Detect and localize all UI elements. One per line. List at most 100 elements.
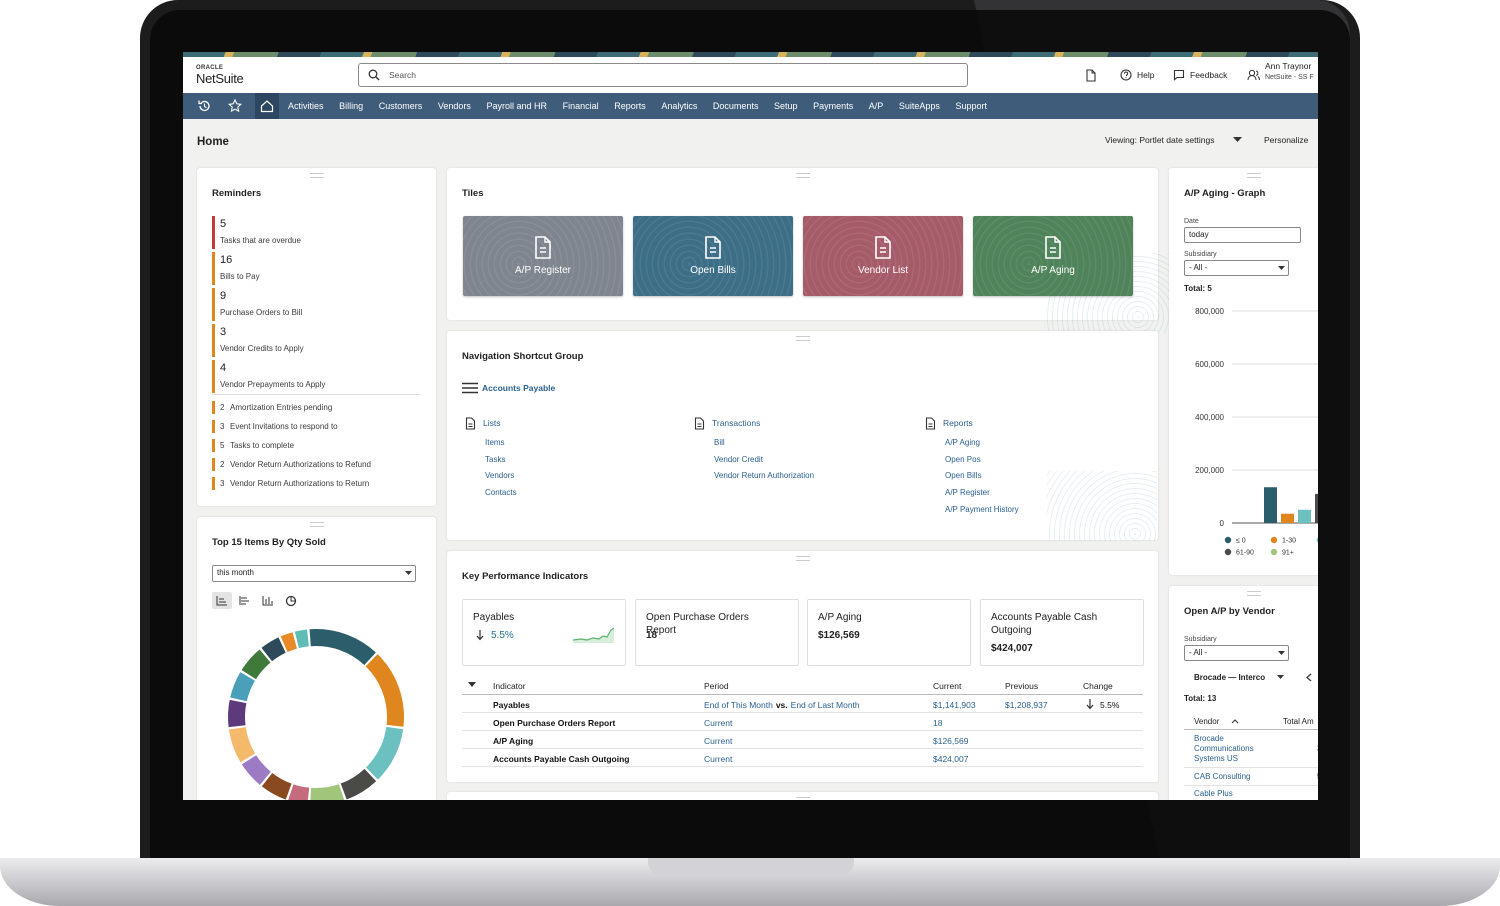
legend-swatch bbox=[1224, 548, 1232, 556]
shortcut-link[interactable]: Vendor Credit bbox=[714, 454, 763, 464]
period-join: vs. bbox=[775, 700, 788, 710]
reminder-label[interactable]: Tasks that are overdue bbox=[220, 236, 301, 245]
chart-type-button[interactable] bbox=[235, 592, 255, 609]
chart-type-button[interactable] bbox=[258, 592, 278, 609]
shortcut-heading[interactable]: Reports bbox=[943, 418, 973, 428]
period-select[interactable]: this month bbox=[212, 565, 416, 582]
reminder-label[interactable]: Amortization Entries pending bbox=[230, 403, 333, 412]
reminder-label[interactable]: Vendor Credits to Apply bbox=[220, 344, 304, 353]
feedback-link[interactable]: Feedback bbox=[1190, 70, 1228, 80]
shortcut-link[interactable]: Open Pos bbox=[945, 454, 981, 464]
period-link[interactable]: Current bbox=[704, 736, 733, 746]
nav-item[interactable]: Financial bbox=[562, 101, 599, 111]
kpi-card[interactable]: Accounts Payable Cash Outgoing $424,007 bbox=[980, 599, 1144, 666]
reminder-count[interactable]: 9 bbox=[220, 290, 227, 302]
reminder-label[interactable]: Purchase Orders to Bill bbox=[220, 308, 303, 317]
chart-type-button[interactable] bbox=[212, 592, 232, 609]
nav-item[interactable]: Setup bbox=[774, 101, 798, 111]
reminder-count[interactable]: 3 bbox=[220, 479, 225, 488]
user-name[interactable]: Ann Traynor bbox=[1265, 61, 1312, 71]
vendor-link[interactable]: CAB Consulting bbox=[1194, 772, 1251, 781]
nav-item[interactable]: Billing bbox=[339, 101, 364, 111]
kpi-card[interactable]: A/P Aging $126,569 bbox=[807, 599, 971, 666]
col-header[interactable]: Vendor bbox=[1194, 717, 1220, 726]
shortcut-link[interactable]: Bill bbox=[714, 438, 725, 447]
vendor-link[interactable]: Brocade Communications Systems US bbox=[1194, 734, 1254, 763]
help-link[interactable]: Help bbox=[1137, 70, 1155, 80]
nav-item[interactable]: SuiteApps bbox=[898, 101, 940, 111]
reminder-count[interactable]: 16 bbox=[220, 254, 233, 266]
kpi-name: Accounts Payable Cash Outgoing bbox=[991, 612, 1098, 636]
nav-item[interactable]: Documents bbox=[712, 101, 759, 111]
kpi-indicator[interactable]: Open Purchase Orders Report bbox=[493, 718, 616, 728]
shortcut-link[interactable]: Vendor Return Authorization bbox=[714, 471, 815, 481]
kpi-previous[interactable]: $1,208,937 bbox=[1005, 700, 1048, 710]
tile[interactable]: A/P Register bbox=[463, 216, 623, 296]
donut-chart bbox=[228, 629, 404, 800]
kpi-card[interactable]: Open Purchase Orders Report 18 bbox=[635, 599, 799, 666]
shortcut-link[interactable]: Vendors bbox=[485, 471, 515, 481]
kpi-indicator[interactable]: A/P Aging bbox=[493, 736, 534, 746]
search-box[interactable]: Search bbox=[358, 63, 968, 87]
kpi-indicator[interactable]: Payables bbox=[493, 700, 530, 710]
total-count: Total: 5 bbox=[1184, 284, 1212, 293]
period-link[interactable]: Current bbox=[704, 718, 733, 728]
vendor-filter[interactable]: Brocade — Interco bbox=[1194, 673, 1266, 682]
period-link[interactable]: Current bbox=[704, 754, 733, 764]
nav-item[interactable]: Customers bbox=[378, 101, 423, 111]
period-link[interactable]: End of Last Month bbox=[790, 700, 860, 710]
field-input[interactable]: - All - bbox=[1184, 260, 1289, 276]
viewing-select[interactable]: Viewing: Portlet date settings bbox=[1105, 135, 1215, 145]
shortcut-heading[interactable]: Transactions bbox=[712, 418, 761, 428]
icon-part bbox=[1277, 675, 1284, 679]
kpi-current[interactable]: $1,141,903 bbox=[933, 700, 976, 710]
reminder-count[interactable]: 3 bbox=[220, 326, 227, 338]
chart-type-button[interactable] bbox=[281, 592, 301, 609]
shortcut-link[interactable]: Items bbox=[485, 438, 505, 447]
nav-item[interactable]: Payroll and HR bbox=[486, 101, 547, 111]
tile[interactable]: Vendor List bbox=[803, 216, 963, 296]
reminder-count[interactable]: 2 bbox=[220, 403, 225, 412]
reminder-count[interactable]: 4 bbox=[220, 362, 227, 374]
kpi-indicator[interactable]: Accounts Payable Cash Outgoing bbox=[493, 754, 630, 764]
shortcut-group[interactable]: Accounts Payable bbox=[482, 383, 556, 393]
tile[interactable]: A/P Aging bbox=[973, 216, 1133, 296]
nav-item[interactable]: Reports bbox=[614, 101, 646, 111]
reminder-count[interactable]: 5 bbox=[220, 218, 227, 230]
field-input[interactable]: today bbox=[1184, 227, 1301, 243]
kpi-card[interactable]: Payables 5.5% bbox=[462, 599, 626, 666]
shortcut-heading[interactable]: Lists bbox=[483, 418, 501, 428]
reminder-label[interactable]: Vendor Prepayments to Apply bbox=[220, 380, 326, 389]
reminder-label[interactable]: Vendor Return Authorizations to Refund bbox=[230, 460, 371, 469]
shortcut-link[interactable]: A/P Register bbox=[945, 488, 990, 498]
nav-item[interactable]: Activities bbox=[288, 101, 324, 111]
reminder-label[interactable]: Tasks to complete bbox=[230, 441, 295, 450]
reminder-count[interactable]: 5 bbox=[220, 441, 225, 450]
shortcut-link[interactable]: Tasks bbox=[485, 454, 506, 464]
personalize-link[interactable]: Personalize bbox=[1264, 135, 1309, 145]
nav-item[interactable]: Payments bbox=[813, 101, 854, 111]
reminder-count[interactable]: 3 bbox=[220, 422, 225, 431]
reminder-label[interactable]: Event Invitations to respond to bbox=[230, 422, 338, 431]
shortcut-link[interactable]: A/P Payment History bbox=[945, 504, 1019, 514]
kpi-current[interactable]: 18 bbox=[933, 718, 943, 728]
reminder-count[interactable]: 2 bbox=[220, 460, 225, 469]
vendor-link[interactable]: Cable Plus bbox=[1194, 789, 1233, 798]
nav-item[interactable]: Vendors bbox=[437, 101, 471, 111]
nav-item[interactable]: A/P bbox=[868, 101, 884, 111]
tile[interactable]: Open Bills bbox=[633, 216, 793, 296]
reminder-label[interactable]: Bills to Pay bbox=[220, 272, 260, 281]
kpi-current[interactable]: $126,569 bbox=[933, 736, 969, 746]
kpi-current[interactable]: $424,007 bbox=[933, 754, 969, 764]
field-input[interactable]: - All - bbox=[1184, 645, 1289, 661]
shortcut-link[interactable]: Contacts bbox=[485, 488, 517, 498]
nav-item[interactable]: Analytics bbox=[661, 101, 698, 111]
icon-part bbox=[1278, 651, 1285, 655]
period-link[interactable]: End of This Month bbox=[704, 700, 773, 710]
reminder-label[interactable]: Vendor Return Authorizations to Return bbox=[230, 479, 370, 488]
kpi-period: Current bbox=[704, 754, 732, 764]
home-button[interactable] bbox=[255, 93, 279, 119]
nav-item[interactable]: Support bbox=[955, 101, 988, 111]
shortcut-link[interactable]: Open Bills bbox=[945, 471, 982, 481]
shortcut-link[interactable]: A/P Aging bbox=[945, 438, 980, 447]
